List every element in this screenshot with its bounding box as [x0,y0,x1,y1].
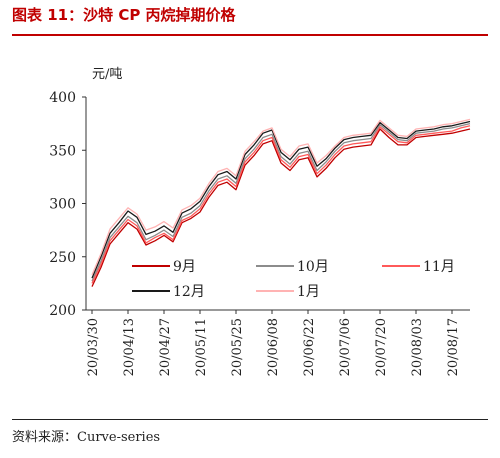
y-tick-label: 350 [49,143,76,159]
legend-label: 9月 [173,259,196,275]
series-line [91,118,471,276]
source-note: 资料来源：Curve-series [12,430,161,445]
legend-label: 12月 [173,284,205,300]
series-lines [91,118,471,287]
x-tick-label: 20/07/20 [374,318,389,376]
y-tick-label: 300 [49,197,76,213]
series-line [91,128,471,287]
x-tick-label: 20/03/30 [86,318,101,376]
legend-label: 1月 [297,284,320,300]
x-tick-label: 20/04/27 [158,318,173,376]
y-tick-label: 200 [49,303,76,319]
axes: 200 250 300 350 400 20/03/30 20/04/13 20/04/27 2… [49,90,470,376]
series-line [91,120,471,279]
title-rule [12,34,488,36]
legend-label: 10月 [297,259,329,275]
legend-label: 11月 [423,259,455,275]
y-tick-label: 250 [49,250,76,266]
line-chart: 元/吨 200 250 300 350 400 20/03/30 20/04/13 20/04… [49,67,471,376]
x-tick-label: 20/08/03 [410,318,425,376]
x-tick-label: 20/08/17 [446,318,461,376]
y-axis-unit: 元/吨 [92,67,122,82]
y-tick-label: 400 [49,90,76,106]
x-tick-label: 20/07/06 [338,318,353,376]
figure-title: 图表 11：沙特 CP 丙烷掉期价格 [12,6,236,24]
series-line [91,125,471,284]
x-tick-label: 20/05/25 [230,318,245,376]
x-tick-label: 20/04/13 [122,318,137,376]
source-rule [12,419,488,420]
legend: 9月 10月 11月 12月 1月 [132,259,455,300]
x-tick-label: 20/05/11 [194,318,209,376]
x-tick-label: 20/06/22 [302,318,317,376]
series-line [91,122,471,282]
x-tick-label: 20/06/08 [266,318,281,376]
